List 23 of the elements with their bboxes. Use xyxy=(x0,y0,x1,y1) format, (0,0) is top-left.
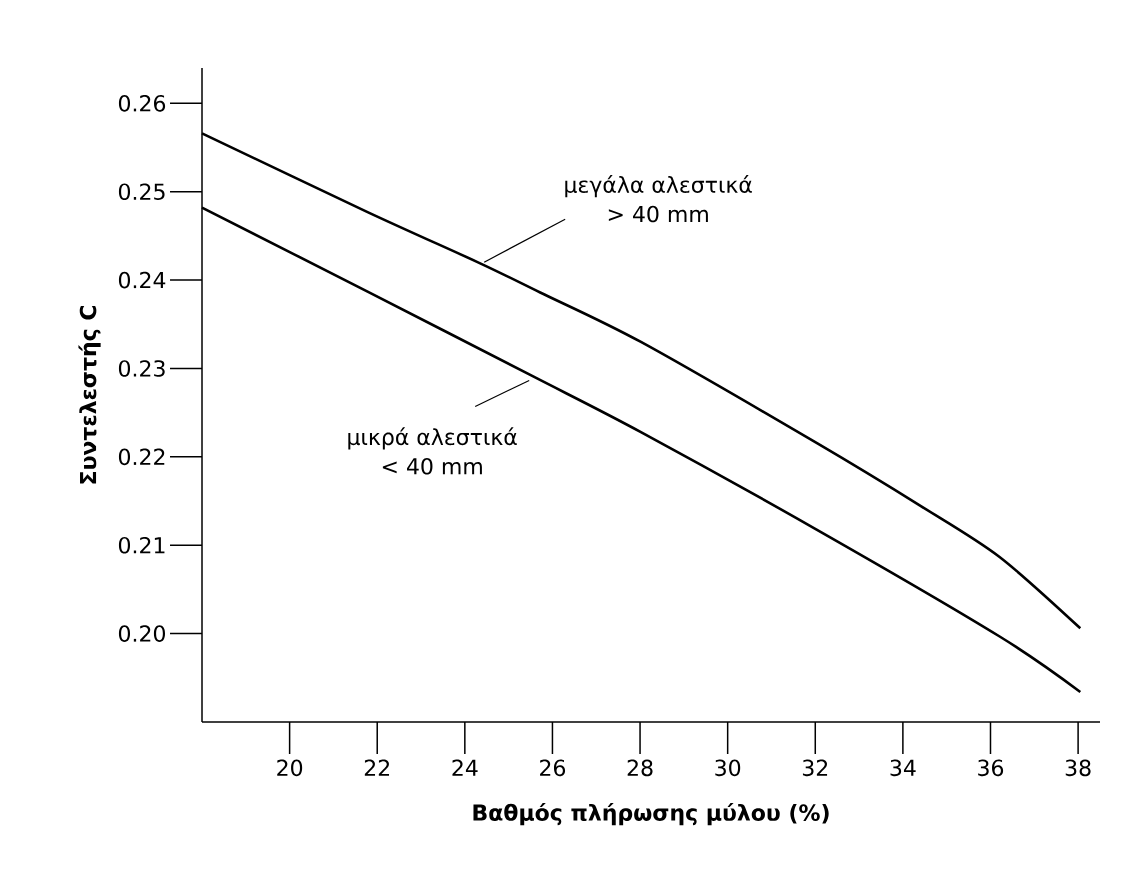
x-tick-label: 28 xyxy=(627,759,653,777)
x-tick-label: 26 xyxy=(540,759,566,777)
annotation: μικρά αλεστικά xyxy=(348,427,517,450)
y-tick-label: 0.25 xyxy=(118,183,165,201)
x-tick-label: 38 xyxy=(1065,759,1091,777)
x-tick-label: 30 xyxy=(715,759,741,777)
x-tick-label: 24 xyxy=(452,759,478,776)
x-tick-label: 36 xyxy=(978,759,1004,777)
y-axis-title: Συντελεστής C xyxy=(78,305,101,484)
x-tick-label: 22 xyxy=(364,759,390,776)
x-tick-label: 32 xyxy=(802,759,828,777)
annotation: μεγάλα αλεστικά xyxy=(565,175,752,198)
x-tick-label: 34 xyxy=(890,759,916,777)
y-tick-label: 0.22 xyxy=(118,448,165,466)
x-tick-label: 20 xyxy=(277,759,303,777)
annotation: < 40 mm xyxy=(382,457,482,475)
y-tick-label: 0.20 xyxy=(118,625,166,642)
y-tick-label: 0.26 xyxy=(118,95,166,112)
y-tick-label: 0.24 xyxy=(118,271,166,289)
x-axis-title: Βαθμός πλήρωσης μύλου (%) xyxy=(473,803,829,826)
y-tick-label: 0.23 xyxy=(118,360,165,377)
annotation: > 40 mm xyxy=(608,205,708,223)
y-tick-label: 0.21 xyxy=(118,536,165,554)
